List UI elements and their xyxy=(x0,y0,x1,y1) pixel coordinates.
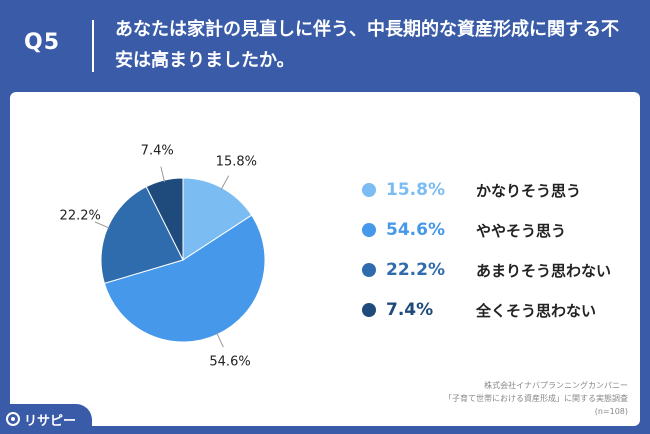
legend-label: ややそう思う xyxy=(476,221,567,240)
pie-leader-line xyxy=(160,166,166,183)
legend-percent: 54.6% xyxy=(386,220,445,240)
legend-label: 全くそう思わない xyxy=(476,301,597,320)
chart-card: 15.8% 54.6% 22.2% 7.4% 15.8% かなりそう思う 54.6% ややそ… xyxy=(10,92,640,426)
source-survey: 「子育て世帯における資産形成」に関する実態調査 xyxy=(444,394,628,403)
legend-swatch xyxy=(362,223,376,237)
source-note: 株式会社イナバプランニングカンパニー 「子育て世帯における資産形成」に関する実態… xyxy=(444,379,628,418)
source-sample: (n=108) xyxy=(594,407,628,416)
legend-item: 54.6% ややそう思う xyxy=(362,210,611,250)
legend-percent: 7.4% xyxy=(386,300,434,320)
pie-data-label: 7.4% xyxy=(140,143,174,159)
legend-label: かなりそう思う xyxy=(476,181,582,200)
legend-percent: 15.8% xyxy=(386,180,445,200)
logo-mark-icon xyxy=(6,412,20,426)
legend-swatch xyxy=(362,263,376,277)
pie-leader-line xyxy=(94,221,110,229)
pie-data-label: 22.2% xyxy=(59,208,101,224)
header-bar: Q5 あなたは家計の見直しに伴う、中長期的な資産形成に関する不安は高まりましたか… xyxy=(0,0,650,88)
header-divider xyxy=(92,20,94,72)
pie-leader-line xyxy=(220,175,230,190)
logo-text: リサピー xyxy=(24,413,77,429)
pie-chart xyxy=(94,166,266,348)
legend-label: あまりそう思わない xyxy=(476,261,612,280)
legend-item: 7.4% 全くそう思わない xyxy=(362,290,611,330)
pie-data-label: 15.8% xyxy=(215,154,257,170)
legend-percent: 22.2% xyxy=(386,260,445,280)
legend-swatch xyxy=(362,303,376,317)
question-text: あなたは家計の見直しに伴う、中長期的な資産形成に関する不安は高まりましたか。 xyxy=(115,19,619,71)
legend-item: 22.2% あまりそう思わない xyxy=(362,250,611,290)
brand-logo: リサピー xyxy=(0,404,92,434)
question-number: Q5 xyxy=(24,30,61,55)
legend-swatch xyxy=(362,183,376,197)
pie-leader-line xyxy=(216,332,224,348)
legend: 15.8% かなりそう思う 54.6% ややそう思う 22.2% あまりそう思わない 7.4… xyxy=(362,170,611,330)
source-company: 株式会社イナバプランニングカンパニー xyxy=(484,381,628,390)
pie-data-label: 54.6% xyxy=(209,354,251,370)
legend-item: 15.8% かなりそう思う xyxy=(362,170,611,210)
